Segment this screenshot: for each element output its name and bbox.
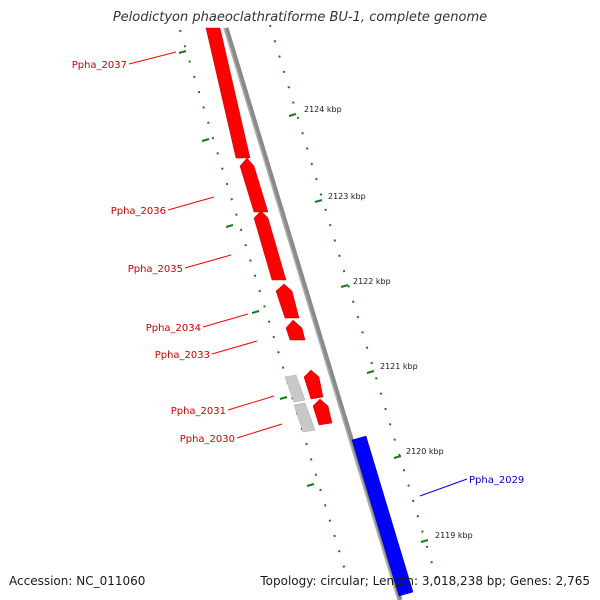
major-tick bbox=[340, 284, 349, 288]
gene-label-ppha-2033[interactable]: Ppha_2033 bbox=[155, 350, 210, 361]
gene-ppha-2029[interactable] bbox=[351, 435, 414, 597]
major-ticks bbox=[178, 50, 429, 543]
genome-summary-text: Topology: circular; Length: 3,018,238 bp… bbox=[260, 574, 590, 588]
major-tick bbox=[178, 50, 187, 54]
gene-label-ppha-2036[interactable]: Ppha_2036 bbox=[111, 206, 166, 217]
gene-label-ppha-2029[interactable]: Ppha_2029 bbox=[469, 475, 524, 486]
gene-track bbox=[205, 27, 414, 597]
major-tick bbox=[366, 370, 375, 374]
major-tick bbox=[306, 483, 315, 487]
major-tick bbox=[393, 455, 402, 459]
accession-text: Accession: NC_011060 bbox=[9, 574, 146, 588]
tick-label: 2120 kbp bbox=[406, 447, 444, 456]
gene-label-ppha-2031[interactable]: Ppha_2031 bbox=[171, 406, 226, 417]
major-tick bbox=[279, 396, 288, 400]
major-tick bbox=[288, 113, 297, 117]
gene-ppha-2033[interactable] bbox=[285, 319, 306, 341]
tick-label: 2124 kbp bbox=[304, 105, 342, 114]
gene-ppha-2031[interactable] bbox=[303, 369, 324, 400]
feature-grey-1[interactable] bbox=[284, 374, 306, 403]
major-tick bbox=[251, 310, 260, 314]
tick-label: 2123 kbp bbox=[328, 192, 366, 201]
gene-ppha-2036[interactable] bbox=[239, 157, 269, 213]
major-tick bbox=[225, 224, 234, 228]
gene-label-ppha-2035[interactable]: Ppha_2035 bbox=[128, 264, 183, 275]
major-tick bbox=[314, 199, 323, 203]
major-tick bbox=[420, 539, 429, 543]
gene-labels: Ppha_2037 Ppha_2036 Ppha_2035 Ppha_2034 … bbox=[72, 60, 525, 486]
tick-label: 2121 kbp bbox=[380, 362, 418, 371]
feature-grey-2[interactable] bbox=[293, 402, 316, 433]
gene-ppha-2030[interactable] bbox=[312, 398, 333, 426]
major-tick bbox=[201, 138, 210, 142]
tick-labels: 2124 kbp 2123 kbp 2122 kbp 2121 kbp 2120… bbox=[304, 105, 473, 540]
genome-backbone bbox=[223, 27, 403, 600]
tick-label: 2122 kbp bbox=[353, 277, 391, 286]
gene-ppha-2035[interactable] bbox=[253, 210, 287, 281]
gene-ppha-2037[interactable] bbox=[205, 27, 251, 159]
tick-label: 2119 kbp bbox=[435, 531, 473, 540]
gene-label-ppha-2030[interactable]: Ppha_2030 bbox=[180, 434, 235, 445]
genome-title: Pelodictyon phaeoclathratiforme BU-1, co… bbox=[112, 10, 488, 25]
gene-label-ppha-2037[interactable]: Ppha_2037 bbox=[72, 60, 127, 71]
gene-label-ppha-2034[interactable]: Ppha_2034 bbox=[146, 323, 201, 334]
gene-label-leaders bbox=[128, 51, 468, 497]
gene-ppha-2034[interactable] bbox=[275, 283, 300, 319]
